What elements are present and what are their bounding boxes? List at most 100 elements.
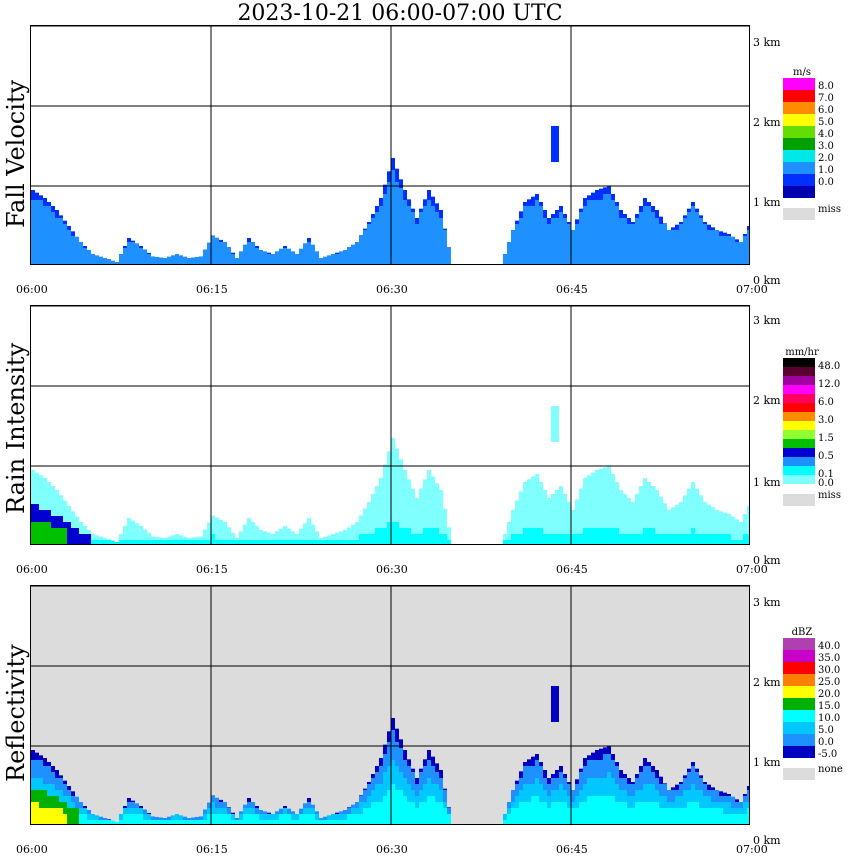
echo-cell [367,782,371,784]
echo-cell [439,790,443,796]
echo-cell [443,508,447,510]
echo-cell [295,534,299,540]
echo-cell [635,504,639,510]
echo-cell [447,528,451,534]
echo-cell [155,540,159,544]
echo-cell [411,768,415,772]
echo-cell [211,814,215,820]
echo-cell [211,522,215,528]
echo-cell [55,248,59,254]
echo-cell [391,462,395,468]
echo-cell [519,230,523,236]
echo-cell [375,796,379,802]
echo-cell [411,208,415,212]
echo-cell [535,790,539,796]
echo-cell [563,784,567,790]
echo-cell [575,224,579,230]
echo-cell [71,231,75,236]
echo-cell [687,516,691,522]
echo-cell [643,814,647,820]
echo-cell [575,802,579,808]
echo-cell [743,528,747,534]
echo-cell [527,218,531,224]
echo-cell [51,820,55,824]
echo-cell [395,230,399,236]
echo-cell [595,534,599,540]
echo-cell [199,540,203,544]
echo-cell [39,510,43,516]
echo-cell [639,242,643,248]
echo-cell [547,516,551,522]
echo-cell [735,260,739,264]
echo-cell [559,248,563,254]
echo-cell [683,796,687,802]
echo-cell [35,820,39,824]
echo-cell [359,534,363,540]
echo-cell [231,820,235,824]
echo-cell [43,236,47,242]
echo-cell [719,528,723,534]
echo-cell [335,254,339,260]
echo-cell [595,260,599,264]
echo-cell [35,224,39,230]
echo-cell [39,260,43,264]
echo-cell [47,802,51,808]
echo-cell [431,510,435,516]
echo-cell [675,224,679,230]
echo-cell [515,784,519,790]
echo-cell [659,796,663,802]
echo-cell [743,540,747,544]
echo-cell [59,522,63,528]
echo-cell [503,814,507,820]
echo-cell [643,760,647,766]
echo-cell [671,510,675,516]
echo-cell [83,526,87,528]
echo-cell [711,790,715,796]
echo-cell [379,224,383,230]
echo-cell [711,787,715,790]
echo-cell [587,540,591,544]
echo-cell [711,522,715,528]
echo-cell [671,534,675,540]
echo-cell [211,802,215,808]
echo-cell [255,540,259,544]
echo-cell [331,820,335,824]
echo-cell [595,480,599,486]
echo-cell [39,224,43,230]
echo-cell [683,540,687,544]
echo-cell [39,492,43,498]
echo-cell [247,808,251,814]
echo-cell [223,808,227,814]
echo-cell [331,254,335,260]
echo-cell [591,778,595,784]
echo-cell [419,492,423,498]
echo-cell [427,808,431,814]
echo-cell [35,474,39,480]
echo-cell [31,540,35,544]
echo-cell [683,218,687,224]
echo-cell [423,479,427,480]
echo-cell [663,528,667,534]
echo-cell [591,212,595,218]
echo-cell [87,534,91,540]
echo-cell [595,540,599,544]
echo-cell [599,814,603,820]
echo-cell [419,534,423,540]
echo-cell [127,528,131,534]
echo-cell [383,498,387,504]
echo-cell [575,534,579,540]
echo-cell [563,504,567,510]
echo-cell [631,808,635,814]
echo-cell [611,194,615,200]
echo-cell [123,246,127,248]
echo-cell [31,218,35,224]
echo-cell [315,531,319,534]
echo-cell [35,504,39,510]
echo-cell [367,528,371,534]
echo-cell [323,260,327,264]
echo-cell [331,260,335,264]
echo-cell [399,179,403,182]
echo-cell [375,534,379,540]
echo-cell [131,260,135,264]
echo-cell [247,242,251,248]
